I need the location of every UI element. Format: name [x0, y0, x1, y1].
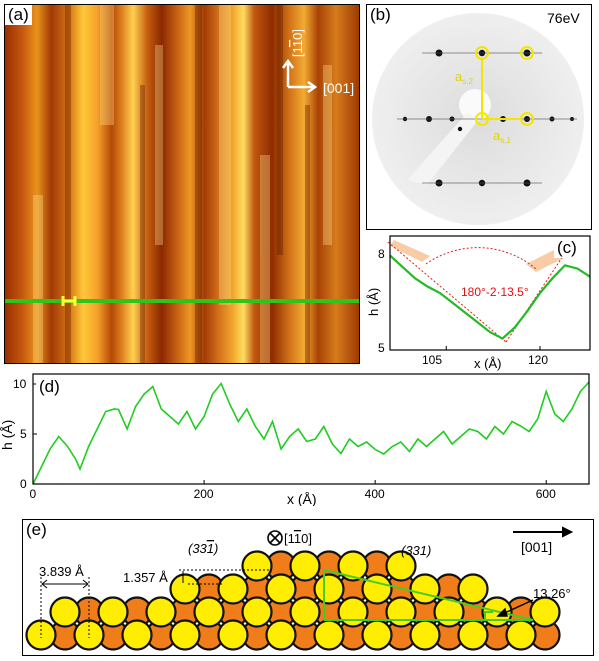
angle-annotation: 180°-2·13.5° — [461, 285, 529, 299]
atomic-model-panel: 3.839 Å 1.357 Å (331) (331) [110] [001] … — [22, 519, 594, 656]
atom-surface — [457, 619, 489, 651]
svg-text:[110]: [110] — [290, 29, 305, 57]
chart-d-xtick-label: 400 — [365, 487, 385, 501]
atom-surface — [217, 619, 249, 651]
reciprocal-vectors — [475, 46, 534, 126]
atom-surface — [217, 573, 249, 605]
chart-c-xlabel: x (Å) — [474, 356, 501, 371]
direction-up-label: [110] — [290, 29, 305, 57]
chart-c-ytick-top: 8 — [378, 247, 385, 261]
atom-surface — [145, 596, 177, 628]
chart-d-ytick-label: 5 — [20, 427, 27, 441]
stm-image: [001] [110] — [5, 5, 359, 363]
chart-c-xtick-1: 105 — [422, 353, 442, 367]
atom-surface — [241, 596, 273, 628]
chart-c-ylabel: h (Å) — [366, 288, 381, 316]
panel-d-label: (d) — [36, 377, 63, 397]
angle-pointer — [496, 599, 534, 617]
panel-b-label: (b) — [367, 5, 394, 25]
atom-surface — [385, 550, 417, 582]
chart-d: 0 200 400 600 0 5 10 x (Å) h (Å) — [0, 373, 590, 507]
chart-c-series-line — [389, 254, 591, 340]
chart-c-frame — [389, 235, 591, 351]
chart-d-ytick-label: 10 — [13, 377, 27, 391]
atom-surface — [265, 573, 297, 605]
profile-panel: 0 200 400 600 0 5 10 x (Å) h (Å) (d) — [0, 372, 596, 507]
dim-horizontal-label: 3.839 Å — [39, 564, 84, 579]
vector-a2-label: as,2 — [455, 69, 473, 86]
atom-surface — [289, 550, 321, 582]
atom-surface — [409, 619, 441, 651]
atom-surface — [97, 596, 129, 628]
chart-d-xtick-label: 600 — [536, 487, 556, 501]
axis-arrow — [513, 526, 574, 538]
terrace-shadows — [65, 5, 310, 363]
chart-c-ytick-bottom: 5 — [378, 341, 385, 355]
atom-surface — [265, 619, 297, 651]
atom-surface — [169, 573, 201, 605]
dimension-vertical — [179, 569, 271, 585]
view-direction-label: [110] — [284, 531, 312, 546]
atom-surface — [121, 619, 153, 651]
chart-d-xlabel: x (Å) — [287, 491, 317, 506]
atom-surface — [505, 619, 537, 651]
profile-marker — [61, 296, 77, 306]
stm-image-panel: [001] [110] (a) — [4, 4, 360, 364]
terrace-highlights — [33, 5, 332, 363]
atom-surface — [169, 619, 201, 651]
atom-surface — [337, 596, 369, 628]
angle-arc — [425, 247, 537, 270]
facet-right-label: (331) — [401, 543, 431, 558]
chart-d-xtick-label: 0 — [30, 487, 37, 501]
facet-fit-left — [387, 241, 507, 343]
atom-surface — [313, 619, 345, 651]
chart-d-frame — [32, 373, 590, 485]
dimension-horizontal — [40, 577, 90, 638]
atom-surface — [193, 596, 225, 628]
atomic-model: 3.839 Å 1.357 Å (331) (331) [110] [001] … — [25, 526, 574, 651]
facet-outline — [323, 569, 534, 621]
panel-a-label: (a) — [5, 5, 32, 25]
vector-a1-label: as,1 — [493, 128, 511, 145]
leed-panel: as,2 as,1 76eV (b) — [366, 4, 592, 230]
atom-surface — [337, 550, 369, 582]
profile-zoom-panel: 180°-2·13.5° 8 5 105 120 x (Å) h (Å) (c) — [366, 234, 594, 372]
facet-fit-right — [505, 243, 572, 343]
chart-c-shading — [390, 240, 576, 272]
atom-surface — [529, 596, 561, 628]
atom-surface — [361, 619, 393, 651]
angle-label: 13.26° — [533, 586, 571, 601]
atom-surface — [409, 573, 441, 605]
atom-surface — [457, 573, 489, 605]
atom-surface — [49, 596, 81, 628]
leed-pattern: as,2 as,1 76eV — [372, 10, 584, 225]
atom-surface — [241, 550, 273, 582]
chart-d-ylabel: h (Å) — [0, 420, 15, 450]
axis-label: [001] — [521, 539, 552, 555]
chart-d-xtick-label: 200 — [194, 487, 214, 501]
atom-surface — [361, 573, 393, 605]
atom-surface — [289, 596, 321, 628]
panel-c-label: (c) — [554, 238, 580, 258]
beam-energy: 76eV — [547, 10, 580, 26]
facet-left-label: (331) — [188, 541, 218, 556]
chart-c-xtick-2: 120 — [528, 353, 548, 367]
chart-d-series-line — [32, 381, 590, 485]
atom-surface — [313, 573, 345, 605]
direction-arrows — [281, 58, 318, 94]
view-direction-icon — [267, 530, 283, 546]
chart-d-ytick-label: 0 — [20, 477, 27, 491]
dim-vertical-label: 1.357 Å — [123, 570, 168, 585]
direction-right-label: [001] — [323, 80, 354, 96]
panel-e-label: (e) — [23, 520, 50, 540]
atom-surface — [385, 596, 417, 628]
